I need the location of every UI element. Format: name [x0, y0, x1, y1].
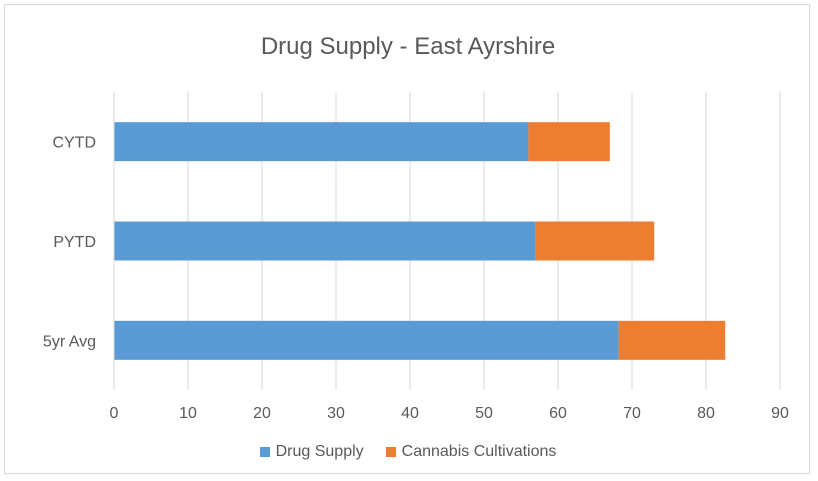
bar-drug-supply	[114, 221, 536, 261]
legend-item: Drug Supply	[259, 443, 364, 461]
x-tick-label: 70	[623, 405, 641, 422]
legend-item: Cannabis Cultivations	[385, 443, 557, 461]
bar-drug-supply	[114, 320, 619, 360]
x-tick-label: 0	[110, 405, 119, 422]
x-tick-label: 20	[253, 405, 271, 422]
x-tick-label: 80	[697, 405, 715, 422]
x-tick-label: 90	[771, 405, 789, 422]
legend: Drug Supply Cannabis Cultivations	[5, 443, 811, 461]
x-tick-label: 10	[179, 405, 197, 422]
x-tick-label: 60	[549, 405, 567, 422]
legend-label: Drug Supply	[275, 443, 364, 460]
y-category-label: 5yr Avg	[43, 333, 96, 350]
legend-swatch	[259, 447, 270, 457]
x-tick-label: 40	[401, 405, 419, 422]
y-category-label: PYTD	[53, 234, 96, 251]
bar-cannabis-cultivations	[535, 221, 655, 261]
legend-label: Cannabis Cultivations	[401, 443, 557, 460]
bar-cannabis-cultivations	[528, 122, 610, 162]
y-category-label: CYTD	[52, 135, 96, 152]
legend-swatch	[385, 447, 396, 457]
bar-cannabis-cultivations	[618, 320, 726, 360]
plot-area: 0 10 20 30 40 50 60 70 80 90 CYTD PYTD 5yr Avg	[43, 92, 789, 422]
bar-drug-supply	[114, 122, 529, 162]
chart-container: Drug Supply - East Ayrshire 0 10 20 30 40 50 6…	[4, 4, 810, 474]
x-tick-label: 30	[327, 405, 345, 422]
chart-title: Drug Supply - East Ayrshire	[260, 33, 556, 60]
x-tick-label: 50	[475, 405, 493, 422]
